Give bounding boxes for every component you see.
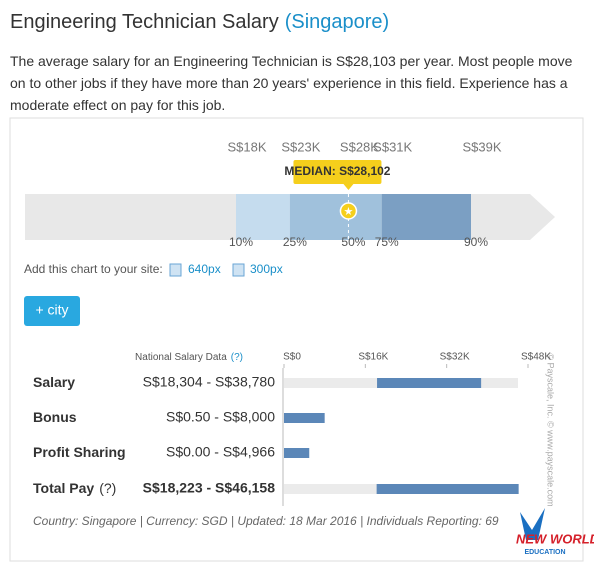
percentile-segment — [289, 194, 349, 240]
median-label: MEDIAN: S$28,102 — [284, 164, 390, 178]
row-label: Bonus — [33, 409, 77, 425]
median-pointer — [343, 184, 354, 190]
embed-icon — [232, 263, 245, 277]
value-label: S$18K — [227, 139, 266, 154]
city-button-label[interactable]: + city — [35, 302, 68, 318]
embed-text: Add this chart to your site: — [24, 262, 163, 276]
title-text: Engineering Technician Salary — [10, 11, 279, 33]
row-name: Salary — [33, 374, 75, 390]
row-label: Salary — [33, 374, 75, 390]
x-tick-label: S$32K — [440, 352, 470, 363]
chart-frame — [9, 117, 584, 562]
range-bar — [284, 413, 325, 423]
percentile-label: 75% — [375, 235, 399, 249]
range-label: S$0.00 - S$4,966 — [166, 444, 275, 460]
logo-mark — [520, 508, 545, 540]
percentile-label: 10% — [229, 235, 253, 249]
range-bar — [376, 484, 519, 494]
help-link[interactable]: (?) — [231, 352, 243, 363]
range-bar — [377, 378, 482, 388]
x-tick-label: S$48K — [521, 352, 551, 363]
percentile-label: 90% — [464, 235, 488, 249]
value-label: S$28K — [340, 139, 379, 154]
title: Engineering Technician Salary (Singapore) — [10, 11, 389, 33]
embed-icon — [169, 263, 182, 277]
median-star: ★ — [344, 206, 354, 218]
embed-link[interactable]: 640px — [188, 262, 221, 276]
x-tick-label: S$0 — [283, 352, 301, 363]
value-label: S$31K — [373, 139, 412, 154]
percentile-label: 50% — [341, 235, 365, 249]
range-label: S$0.50 - S$8,000 — [166, 409, 275, 425]
logo-subtext: EDUCATION — [524, 549, 565, 556]
row-name: Bonus — [33, 409, 77, 425]
city-button[interactable] — [24, 296, 80, 326]
percentile-segment — [236, 194, 290, 240]
copyright: © Payscale, Inc. © www.payscale.com — [546, 353, 556, 506]
value-label: S$39K — [462, 139, 501, 154]
description: The average salary for an Engineering Te… — [10, 53, 573, 113]
range-label: S$18,223 - S$46,158 — [143, 480, 276, 496]
percentile-label: 25% — [283, 235, 307, 249]
table-header: National Salary Data (?) — [135, 352, 243, 363]
row-label: Profit Sharing — [33, 444, 126, 460]
logo-text: NEW WORLD — [516, 531, 594, 546]
row-label: Total Pay (?) — [33, 480, 116, 496]
row-name: Profit Sharing — [33, 444, 126, 460]
range-label: S$18,304 - S$38,780 — [143, 374, 276, 390]
range-bar — [284, 448, 310, 458]
x-tick-label: S$16K — [358, 352, 388, 363]
table-header-text: National Salary Data — [135, 352, 227, 363]
row-name: Total Pay — [33, 480, 94, 496]
table-footer: Country: Singapore | Currency: SGD | Upd… — [33, 514, 499, 528]
help-link[interactable]: (?) — [99, 480, 116, 496]
value-label: S$23K — [281, 139, 320, 154]
embed-link[interactable]: 300px — [250, 262, 283, 276]
location-link[interactable]: (Singapore) — [285, 11, 390, 33]
median-marker — [339, 202, 358, 220]
percentile-segment — [381, 194, 471, 240]
median-callout — [293, 160, 382, 184]
